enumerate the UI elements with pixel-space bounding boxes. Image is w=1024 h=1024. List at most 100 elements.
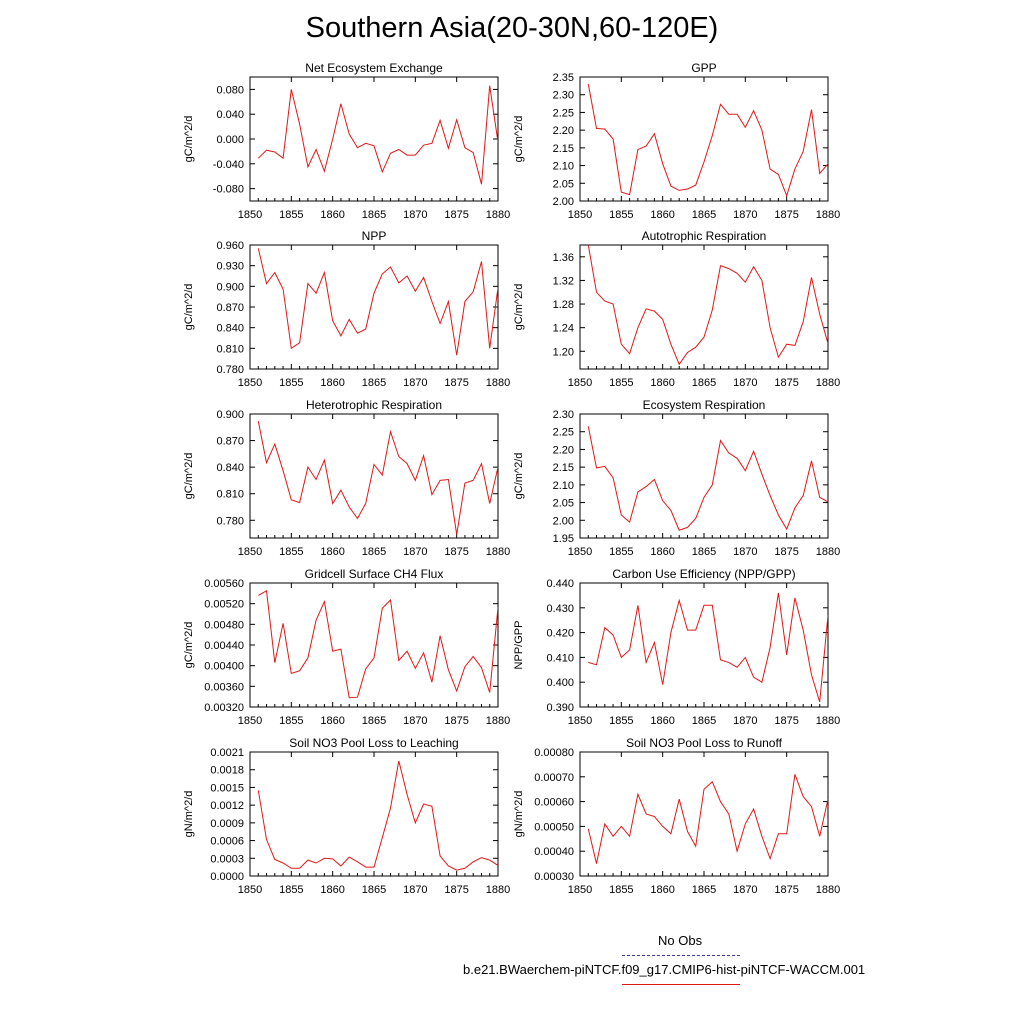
y-tick-label: 2.25: [553, 107, 574, 119]
y-tick-label: 0.810: [216, 489, 244, 501]
y-tick-label: 0.000: [216, 134, 244, 146]
x-tick-label: 1850: [568, 377, 592, 389]
legend-model-label: b.e21.BWaerchem-piNTCF.f09_g17.CMIP6-his…: [463, 962, 866, 977]
plot-frame: [249, 413, 499, 539]
x-tick-label: 1850: [568, 546, 592, 558]
x-tick-label: 1875: [774, 546, 798, 558]
y-tick-label: 2.15: [553, 462, 574, 474]
series-line: [257, 421, 498, 535]
y-axis-label: gC/m^2/d: [513, 116, 525, 163]
y-tick-label: 1.20: [553, 346, 574, 358]
x-tick-label: 1855: [609, 884, 633, 896]
x-tick-label: 1870: [403, 884, 427, 896]
y-axis-label: gC/m^2/d: [513, 453, 525, 500]
y-tick-label: 0.0009: [210, 818, 244, 830]
plot-frame: [579, 244, 829, 370]
legend-obs-line: [622, 955, 740, 956]
x-tick-label: 1855: [279, 546, 303, 558]
legend-model-line: [622, 984, 740, 985]
y-tick-label: 0.440: [546, 578, 574, 590]
y-tick-label: 2.20: [553, 125, 574, 137]
x-tick-label: 1870: [403, 546, 427, 558]
x-tick-label: 1860: [320, 377, 344, 389]
x-tick-label: 1855: [609, 377, 633, 389]
x-tick-label: 1855: [609, 715, 633, 727]
y-tick-label: 2.00: [553, 515, 574, 527]
x-tick-label: 1860: [650, 884, 674, 896]
x-tick-label: 1850: [568, 884, 592, 896]
y-tick-label: 0.0006: [210, 836, 244, 848]
chart-title: NPP: [362, 229, 387, 243]
y-tick-label: 2.20: [553, 444, 574, 456]
y-tick-label: 0.0003: [210, 853, 244, 865]
y-tick-label: -0.080: [213, 184, 244, 196]
plot-frame: [579, 751, 829, 877]
x-tick-label: 1870: [403, 209, 427, 221]
x-tick-label: 1865: [692, 884, 716, 896]
y-tick-label: 1.24: [553, 323, 574, 335]
x-tick-label: 1850: [238, 209, 262, 221]
x-tick-label: 1880: [486, 546, 510, 558]
x-tick-label: 1875: [774, 884, 798, 896]
series-line: [257, 85, 498, 185]
x-tick-label: 1865: [362, 715, 386, 727]
y-tick-label: 2.30: [553, 409, 574, 421]
chart-panel-10: Soil NO3 Pool Loss to Runoff 1850 1855 1860…: [513, 736, 840, 896]
y-tick-label: 0.430: [546, 603, 574, 615]
y-tick-label: 0.00050: [534, 821, 574, 833]
y-axis-label: gC/m^2/d: [183, 284, 195, 331]
y-tick-label: 2.10: [553, 480, 574, 492]
x-tick-label: 1870: [733, 546, 757, 558]
y-tick-label: 2.25: [553, 427, 574, 439]
x-tick-label: 1870: [733, 209, 757, 221]
chart-panel-3: NPP 1850 1855 1860 1865 1870 1875 1880 0.780 0.81…: [183, 229, 510, 389]
x-tick-label: 1870: [733, 884, 757, 896]
y-tick-label: 1.32: [553, 275, 574, 287]
y-tick-label: 0.0015: [210, 782, 244, 794]
x-tick-label: 1880: [816, 209, 840, 221]
chart-title: Soil NO3 Pool Loss to Leaching: [289, 736, 458, 750]
y-tick-label: 0.00060: [534, 797, 574, 809]
y-tick-label: 1.36: [553, 252, 574, 264]
x-tick-label: 1865: [362, 884, 386, 896]
y-tick-label: 0.00520: [204, 599, 244, 611]
x-tick-label: 1875: [774, 209, 798, 221]
series-line: [257, 248, 498, 356]
chart-panel-9: Soil NO3 Pool Loss to Leaching 1850 1855 18…: [183, 736, 510, 896]
x-tick-label: 1850: [238, 715, 262, 727]
plot-frame: [249, 244, 499, 370]
x-tick-label: 1880: [816, 377, 840, 389]
y-tick-label: 0.410: [546, 652, 574, 664]
x-tick-label: 1860: [320, 209, 344, 221]
legend-obs-label: No Obs: [658, 933, 703, 948]
y-tick-label: 0.00080: [534, 747, 574, 759]
x-tick-label: 1875: [774, 377, 798, 389]
y-tick-label: 0.840: [216, 323, 244, 335]
y-axis-label: gN/m^2/d: [183, 791, 195, 838]
x-tick-label: 1865: [362, 377, 386, 389]
y-tick-label: 0.840: [216, 462, 244, 474]
y-tick-label: 0.420: [546, 628, 574, 640]
x-tick-label: 1850: [238, 884, 262, 896]
y-tick-label: 0.0018: [210, 765, 244, 777]
x-tick-label: 1855: [279, 209, 303, 221]
x-tick-label: 1880: [486, 209, 510, 221]
x-tick-label: 1865: [692, 209, 716, 221]
y-tick-label: 1.95: [553, 533, 574, 545]
y-tick-label: 2.10: [553, 161, 574, 173]
chart-panel-2: GPP 1850 1855 1860 1865 1870 1875 1880 2.00 2.05 2…: [513, 61, 840, 221]
series-line: [587, 84, 828, 198]
x-tick-label: 1850: [238, 377, 262, 389]
x-tick-label: 1880: [486, 884, 510, 896]
x-tick-label: 1860: [650, 377, 674, 389]
x-tick-label: 1875: [444, 884, 468, 896]
y-tick-label: 1.28: [553, 299, 574, 311]
x-tick-label: 1880: [486, 715, 510, 727]
x-tick-label: 1855: [279, 377, 303, 389]
y-tick-label: 0.810: [216, 343, 244, 355]
x-tick-label: 1870: [403, 715, 427, 727]
y-tick-label: 0.780: [216, 364, 244, 376]
series-line: [587, 426, 828, 531]
x-tick-label: 1870: [733, 715, 757, 727]
